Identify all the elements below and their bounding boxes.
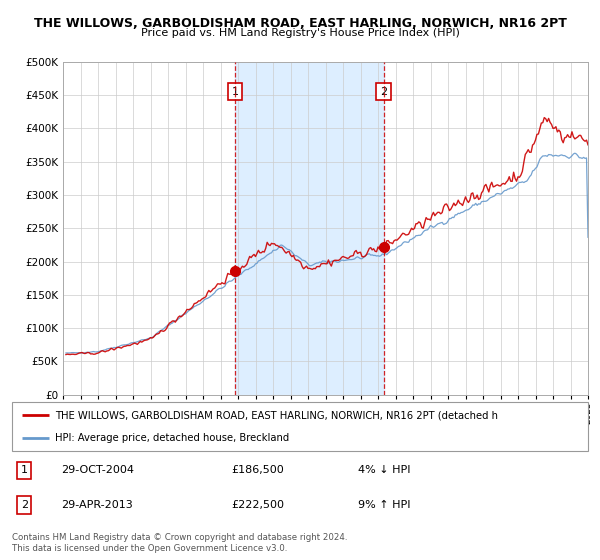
Text: HPI: Average price, detached house, Breckland: HPI: Average price, detached house, Brec… — [55, 433, 289, 444]
Text: 9% ↑ HPI: 9% ↑ HPI — [358, 500, 410, 510]
Text: Contains HM Land Registry data © Crown copyright and database right 2024.
This d: Contains HM Land Registry data © Crown c… — [12, 533, 347, 553]
Text: 4% ↓ HPI: 4% ↓ HPI — [358, 465, 410, 475]
Text: 29-APR-2013: 29-APR-2013 — [61, 500, 133, 510]
Text: THE WILLOWS, GARBOLDISHAM ROAD, EAST HARLING, NORWICH, NR16 2PT: THE WILLOWS, GARBOLDISHAM ROAD, EAST HAR… — [34, 17, 566, 30]
Text: 2: 2 — [20, 500, 28, 510]
Text: Price paid vs. HM Land Registry's House Price Index (HPI): Price paid vs. HM Land Registry's House … — [140, 28, 460, 38]
Text: £186,500: £186,500 — [231, 465, 284, 475]
Text: 1: 1 — [20, 465, 28, 475]
Text: 1: 1 — [232, 87, 239, 96]
Text: 29-OCT-2004: 29-OCT-2004 — [61, 465, 134, 475]
Text: 2: 2 — [380, 87, 388, 96]
Text: £222,500: £222,500 — [231, 500, 284, 510]
Text: THE WILLOWS, GARBOLDISHAM ROAD, EAST HARLING, NORWICH, NR16 2PT (detached h: THE WILLOWS, GARBOLDISHAM ROAD, EAST HAR… — [55, 410, 498, 421]
Bar — [235, 62, 384, 395]
